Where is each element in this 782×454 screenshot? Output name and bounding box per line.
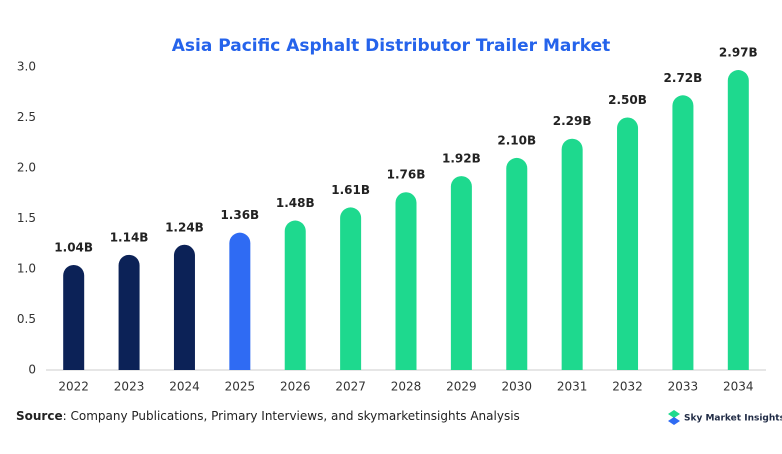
- bar: [63, 264, 85, 370]
- value-label: 1.14B: [110, 230, 149, 244]
- y-tick-label: 3.0: [17, 60, 36, 74]
- x-tick-label: 2034: [723, 380, 754, 394]
- bar: [561, 138, 583, 370]
- x-tick-label: 2023: [114, 380, 145, 394]
- value-label: 2.29B: [553, 114, 592, 128]
- x-tick-label: 2030: [501, 380, 532, 394]
- bar: [617, 117, 639, 370]
- bar: [284, 220, 306, 370]
- x-tick-label: 2032: [612, 380, 643, 394]
- y-tick-label: 0.5: [17, 312, 36, 326]
- x-tick-label: 2033: [668, 380, 699, 394]
- x-tick-label: 2024: [169, 380, 200, 394]
- value-label: 1.92B: [442, 152, 481, 166]
- logo-text: Sky Market Insights: [684, 414, 782, 424]
- chart-title: Asia Pacific Asphalt Distributor Trailer…: [172, 36, 610, 56]
- value-label: 2.97B: [719, 46, 758, 60]
- bar: [727, 70, 749, 370]
- x-tick-label: 2028: [391, 380, 422, 394]
- y-tick-label: 1.5: [17, 211, 36, 225]
- value-label: 1.24B: [165, 220, 204, 234]
- source-text: : Company Publications, Primary Intervie…: [63, 409, 520, 423]
- x-tick-label: 2022: [58, 380, 89, 394]
- value-label: 2.50B: [608, 93, 647, 107]
- y-tick-label: 0: [28, 363, 36, 377]
- value-label: 1.36B: [220, 208, 259, 222]
- value-label: 1.48B: [276, 196, 315, 210]
- x-tick-label: 2029: [446, 380, 477, 394]
- y-tick-label: 2.0: [17, 161, 36, 175]
- bar: [118, 254, 140, 370]
- value-label: 1.61B: [331, 183, 370, 197]
- logo-icon: [668, 410, 680, 425]
- bar: [506, 157, 528, 370]
- x-tick-label: 2031: [557, 380, 588, 394]
- x-tick-label: 2026: [280, 380, 311, 394]
- bar: [229, 232, 251, 370]
- bar: [450, 176, 472, 370]
- bar: [173, 244, 195, 370]
- source: Source: Company Publications, Primary In…: [16, 409, 520, 423]
- bar: [672, 95, 694, 370]
- value-label: 1.76B: [387, 168, 426, 182]
- y-tick-label: 2.5: [17, 110, 36, 124]
- value-label: 1.04B: [54, 240, 93, 254]
- x-tick-label: 2025: [225, 380, 256, 394]
- source-label: Source: [16, 409, 63, 423]
- bar: [340, 207, 362, 370]
- x-tick-label: 2027: [335, 380, 366, 394]
- value-label: 2.10B: [497, 133, 536, 147]
- y-tick-label: 1.0: [17, 262, 36, 276]
- bar: [395, 192, 417, 370]
- value-label: 2.72B: [664, 71, 703, 85]
